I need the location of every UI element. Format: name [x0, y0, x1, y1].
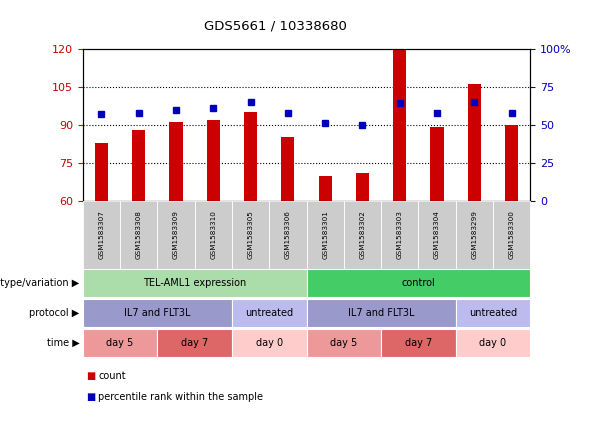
Text: ■: ■ [86, 371, 95, 382]
Bar [393, 49, 406, 201]
Text: day 5: day 5 [330, 338, 357, 348]
Text: IL7 and FLT3L: IL7 and FLT3L [124, 308, 191, 318]
Text: percentile rank within the sample: percentile rank within the sample [98, 392, 263, 402]
Text: time ▶: time ▶ [47, 338, 80, 348]
Bar [132, 130, 145, 201]
Text: GSM1583299: GSM1583299 [471, 210, 478, 259]
Bar [430, 127, 444, 201]
Text: GSM1583302: GSM1583302 [359, 210, 365, 259]
Text: untreated: untreated [245, 308, 293, 318]
Text: untreated: untreated [469, 308, 517, 318]
Text: GSM1583305: GSM1583305 [248, 210, 254, 259]
Text: GSM1583301: GSM1583301 [322, 210, 328, 259]
Text: day 7: day 7 [181, 338, 208, 348]
Text: count: count [98, 371, 126, 382]
Text: control: control [402, 278, 435, 288]
Bar [281, 137, 294, 201]
Bar [505, 125, 518, 201]
Bar [207, 120, 220, 201]
Text: GSM1583304: GSM1583304 [434, 210, 440, 259]
Text: GSM1583303: GSM1583303 [397, 210, 403, 259]
Text: day 7: day 7 [405, 338, 432, 348]
Bar [169, 122, 183, 201]
Text: protocol ▶: protocol ▶ [29, 308, 80, 318]
Text: genotype/variation ▶: genotype/variation ▶ [0, 278, 80, 288]
Text: IL7 and FLT3L: IL7 and FLT3L [348, 308, 414, 318]
Text: GSM1583306: GSM1583306 [285, 210, 291, 259]
Bar [468, 84, 481, 201]
Bar [244, 112, 257, 201]
Text: day 0: day 0 [256, 338, 283, 348]
Text: day 0: day 0 [479, 338, 506, 348]
Text: GSM1583310: GSM1583310 [210, 210, 216, 259]
Bar [356, 173, 369, 201]
Bar [95, 143, 108, 201]
Text: GSM1583309: GSM1583309 [173, 210, 179, 259]
Bar [319, 176, 332, 201]
Text: ■: ■ [86, 392, 95, 402]
Text: GDS5661 / 10338680: GDS5661 / 10338680 [204, 19, 348, 32]
Text: TEL-AML1 expression: TEL-AML1 expression [143, 278, 246, 288]
Text: day 5: day 5 [107, 338, 134, 348]
Text: GSM1583308: GSM1583308 [135, 210, 142, 259]
Text: GSM1583307: GSM1583307 [99, 210, 104, 259]
Text: GSM1583300: GSM1583300 [509, 210, 514, 259]
